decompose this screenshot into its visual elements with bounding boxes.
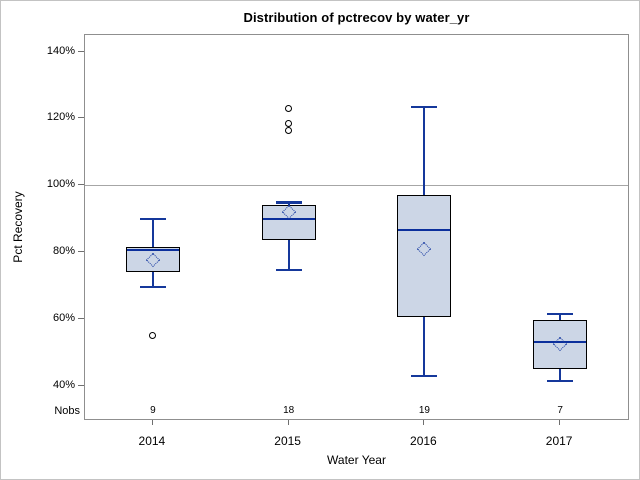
nobs-value: 19 — [418, 405, 430, 416]
x-tick-mark — [287, 420, 289, 425]
y-tick-mark — [78, 317, 84, 319]
reference-line-100pct — [85, 185, 628, 187]
plot-area: 9 18 19 7 — [84, 34, 629, 420]
y-tick-mark — [78, 251, 84, 253]
x-tick-label: 2017 — [545, 434, 573, 448]
whisker-cap-low — [139, 286, 166, 289]
nobs-value: 9 — [150, 405, 156, 416]
chart-title: Distribution of pctrecov by water_yr — [243, 10, 470, 25]
y-tick-mark — [78, 50, 84, 52]
median-line — [398, 229, 451, 232]
nobs-value: 7 — [557, 405, 563, 416]
y-tick-mark — [78, 384, 84, 386]
whisker-cap-high — [547, 312, 574, 315]
x-tick-label: 2015 — [274, 434, 301, 448]
whisker-cap-high — [411, 105, 438, 108]
x-tick-label: 2014 — [138, 434, 166, 448]
whisker-cap-high — [139, 217, 166, 220]
x-tick-label: 2016 — [410, 434, 437, 448]
nobs-value: 18 — [283, 405, 295, 416]
whisker-cap-low — [547, 379, 574, 382]
whisker-cap-low — [411, 374, 438, 377]
x-axis-title: Water Year — [327, 453, 386, 467]
whisker-cap-high — [275, 200, 302, 204]
y-tick-label: 120% — [46, 111, 75, 124]
outlier-point — [285, 104, 293, 112]
median-line — [534, 341, 587, 344]
median-line — [262, 217, 315, 220]
whisker-cap-low — [275, 269, 302, 272]
y-tick-label: 40% — [52, 378, 75, 391]
box — [261, 205, 316, 241]
median-line — [126, 249, 179, 252]
box — [397, 195, 452, 318]
y-tick-label: 140% — [46, 44, 75, 57]
y-tick-mark — [78, 117, 84, 119]
y-tick-label: 60% — [52, 311, 75, 324]
y-tick-mark — [78, 184, 84, 186]
outlier-point — [285, 119, 293, 127]
outlier-point — [149, 332, 157, 340]
outlier-point — [285, 126, 293, 134]
x-tick-mark — [151, 420, 153, 425]
y-tick-label: 100% — [46, 178, 75, 191]
box — [533, 320, 588, 369]
x-tick-mark — [423, 420, 425, 425]
nobs-row-label: Nobs — [54, 405, 80, 417]
y-tick-label: 80% — [52, 245, 75, 258]
x-tick-mark — [559, 420, 561, 425]
